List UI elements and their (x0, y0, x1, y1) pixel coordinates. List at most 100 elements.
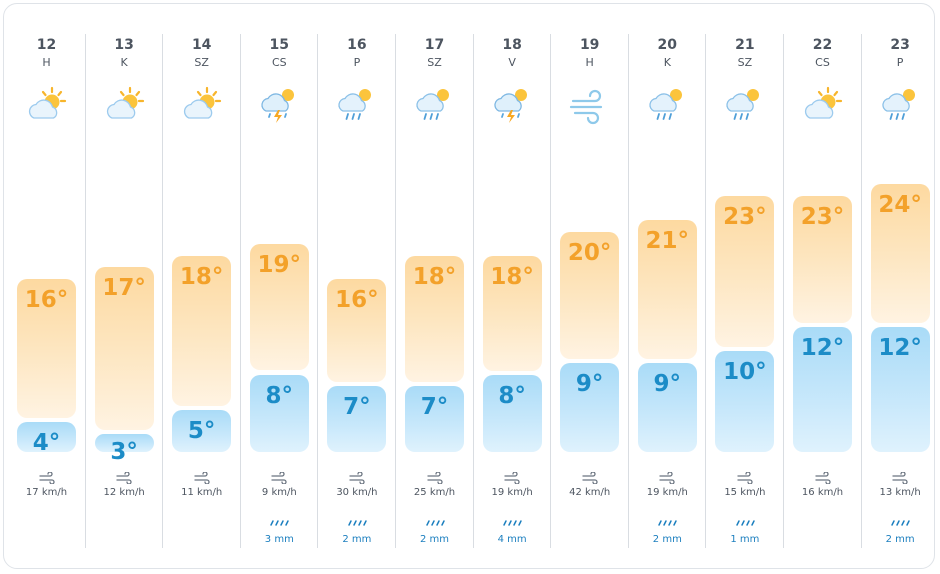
day-column[interactable]: 15 CS 19° 8° 9 km/h 3 mm (241, 34, 318, 548)
high-temp-label: 16° (24, 287, 69, 314)
low-temp-bar (249, 374, 309, 452)
rain-icon (862, 518, 939, 528)
rain-sun-icon (336, 84, 378, 126)
wind-speed: 17 km/h (25, 487, 68, 498)
low-temp-label: 7° (343, 394, 371, 421)
high-temp-bar (405, 255, 464, 383)
low-temp-label: 5° (187, 418, 216, 445)
day-column[interactable]: 22 CS 23° 12° 16 km/h (784, 34, 861, 548)
wind-speed: 19 km/h (491, 487, 533, 498)
wind-icon (163, 472, 240, 484)
rain-sun-icon (724, 84, 766, 126)
day-column[interactable]: 16 P 16° 7° 30 km/h 2 mm (318, 34, 395, 548)
low-temp-label: 7° (420, 394, 449, 421)
low-temp-bar (637, 362, 697, 452)
column-separator (627, 34, 629, 548)
low-temp-label: 12° (878, 334, 922, 361)
low-temp-bar (560, 362, 620, 452)
day-of-week: SZ (737, 56, 753, 69)
column-separator (860, 34, 862, 548)
wind-speed: 25 km/h (413, 487, 456, 498)
partly-cloudy-icon (802, 84, 844, 126)
low-temp-label: 10° (723, 358, 767, 385)
day-of-week: P (353, 56, 361, 69)
thunderstorm-icon (259, 84, 301, 126)
day-date: 20 (657, 37, 678, 53)
high-temp-bar (637, 219, 697, 359)
column-separator (395, 34, 396, 548)
day-column[interactable]: 17 SZ 18° 7° 25 km/h 2 mm (396, 34, 473, 548)
day-of-week: K (663, 56, 671, 69)
low-temp-label: 3° (110, 439, 138, 465)
wind-icon (8, 472, 85, 484)
high-temp-bar (870, 184, 930, 323)
low-temp-label: 9° (575, 370, 604, 397)
high-temp-label: 18° (412, 263, 457, 290)
wind-icon (569, 84, 611, 126)
low-temp-label: 8° (265, 382, 294, 409)
wind-speed: 13 km/h (879, 487, 921, 498)
low-temp-label: 4° (32, 430, 61, 457)
thunderstorm-icon (492, 84, 534, 126)
wind-icon (862, 472, 939, 484)
day-of-week: K (120, 56, 128, 69)
high-temp-bar (17, 279, 76, 419)
low-temp-bar (715, 350, 775, 452)
rain-icon (706, 518, 783, 528)
wind-icon (396, 472, 473, 484)
wind-speed: 30 km/h (336, 487, 378, 498)
rain-sun-icon (414, 84, 456, 126)
day-of-week: P (896, 56, 904, 69)
rain-icon (396, 518, 473, 528)
high-temp-label: 16° (335, 287, 379, 314)
wind-icon (474, 472, 551, 484)
day-date: 18 (502, 37, 522, 53)
low-temp-bar (405, 386, 464, 452)
day-date: 21 (735, 37, 755, 53)
day-column[interactable]: 23 P 24° 12° 13 km/h 2 mm (862, 34, 939, 548)
day-column[interactable]: 21 SZ 23° 10° 15 km/h 1 mm (706, 34, 783, 548)
partly-cloudy-icon (181, 84, 223, 126)
wind-speed: 12 km/h (103, 487, 145, 498)
day-of-week: H (42, 56, 51, 69)
day-date: 22 (812, 37, 833, 53)
high-temp-bar (560, 231, 620, 359)
low-temp-bar (172, 410, 232, 452)
partly-cloudy-icon (104, 84, 146, 126)
wind-speed: 16 km/h (801, 487, 844, 498)
low-temp-bar (870, 326, 930, 452)
precipitation-amount: 4 mm (497, 534, 527, 545)
day-of-week: V (508, 56, 516, 69)
high-temp-label: 23° (723, 204, 767, 230)
day-date: 14 (191, 37, 212, 53)
high-temp-label: 19° (257, 251, 302, 278)
day-column[interactable]: 19 H 20° 9° 42 km/h (551, 34, 628, 548)
day-date: 12 (36, 37, 57, 53)
wind-icon (706, 472, 783, 484)
wind-icon (784, 472, 861, 484)
column-separator (239, 34, 241, 548)
low-temp-bar (327, 386, 387, 452)
rain-icon (318, 518, 395, 528)
column-separator (317, 34, 319, 548)
day-column[interactable]: 18 V 18° 8° 19 km/h 4 mm (474, 34, 551, 548)
day-column[interactable]: 20 K 21° 9° 19 km/h 2 mm (629, 34, 706, 548)
day-date: 13 (114, 37, 134, 53)
high-temp-label: 23° (800, 204, 845, 230)
high-temp-bar (793, 196, 852, 323)
low-temp-label: 9° (653, 370, 682, 397)
rain-icon (474, 518, 551, 528)
wind-icon (629, 472, 706, 484)
column-separator (550, 34, 552, 548)
day-column[interactable]: 12 H 16° 4° 17 km/h (8, 34, 85, 548)
day-of-week: CS (815, 56, 830, 69)
precipitation-amount: 2 mm (342, 534, 372, 545)
day-column[interactable]: 13 K 17° 3° 12 km/h (86, 34, 163, 548)
rain-icon (241, 518, 318, 528)
column-separator (472, 34, 474, 548)
day-column[interactable]: 14 SZ 18° 5° 11 km/h (163, 34, 240, 548)
low-temp-bar (17, 422, 76, 452)
day-of-week: CS (271, 56, 287, 69)
day-date: 17 (424, 37, 445, 53)
low-temp-bar (482, 374, 542, 452)
